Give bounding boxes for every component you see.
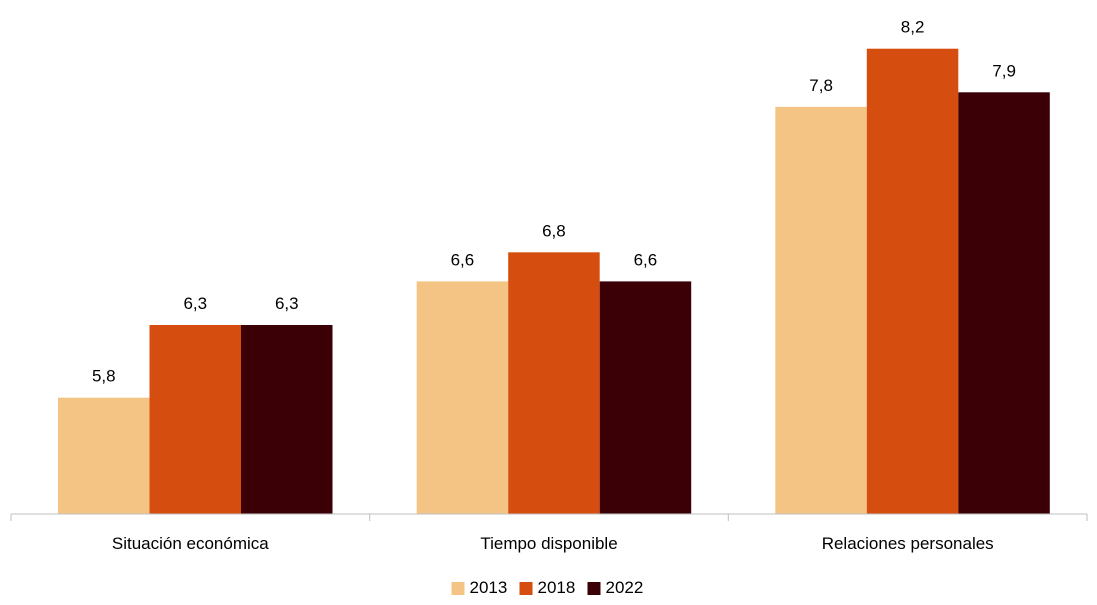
category-label-2: Relaciones personales bbox=[822, 534, 994, 553]
data-label-2022-2: 7,9 bbox=[992, 61, 1016, 80]
bar-2022-1 bbox=[599, 281, 692, 514]
legend-label-2022: 2022 bbox=[606, 578, 644, 597]
legend-label-2013: 2013 bbox=[470, 578, 508, 597]
data-label-2018-1: 6,8 bbox=[542, 221, 566, 240]
category-label-1: Tiempo disponible bbox=[480, 534, 617, 553]
data-label-2018-2: 8,2 bbox=[901, 18, 925, 37]
bar-2022-2 bbox=[958, 92, 1050, 515]
data-label-2013-0: 5,8 bbox=[92, 367, 116, 386]
legend-swatch-2018 bbox=[519, 582, 533, 595]
data-label-2022-1: 6,6 bbox=[634, 250, 658, 269]
data-labels-layer: 5,8 6,3 6,3 6,6 6,8 6,6 7,8 8,2 7,9 bbox=[92, 18, 1016, 386]
data-label-2018-0: 6,3 bbox=[183, 294, 207, 313]
bar-2013-1 bbox=[416, 281, 509, 514]
bar-2013-0 bbox=[58, 397, 150, 514]
legend-label-2018: 2018 bbox=[538, 578, 576, 597]
bar-2018-1 bbox=[508, 252, 600, 515]
data-label-2013-1: 6,6 bbox=[451, 250, 475, 269]
legend-swatch-2022 bbox=[587, 582, 601, 595]
category-label-0: Situación económica bbox=[112, 534, 269, 553]
bar-2013-2 bbox=[775, 106, 867, 515]
bar-2018-0 bbox=[149, 325, 241, 514]
bar-2022-0 bbox=[241, 325, 333, 514]
bars-layer bbox=[58, 48, 1050, 515]
bar-2018-2 bbox=[866, 48, 959, 514]
legend: 2013 2018 2022 bbox=[451, 578, 644, 597]
data-label-2022-0: 6,3 bbox=[275, 294, 299, 313]
legend-swatch-2013 bbox=[451, 582, 465, 595]
data-label-2013-2: 7,8 bbox=[809, 76, 833, 95]
x-axis: Situación económica Tiempo disponible Rela… bbox=[10, 513, 1088, 553]
